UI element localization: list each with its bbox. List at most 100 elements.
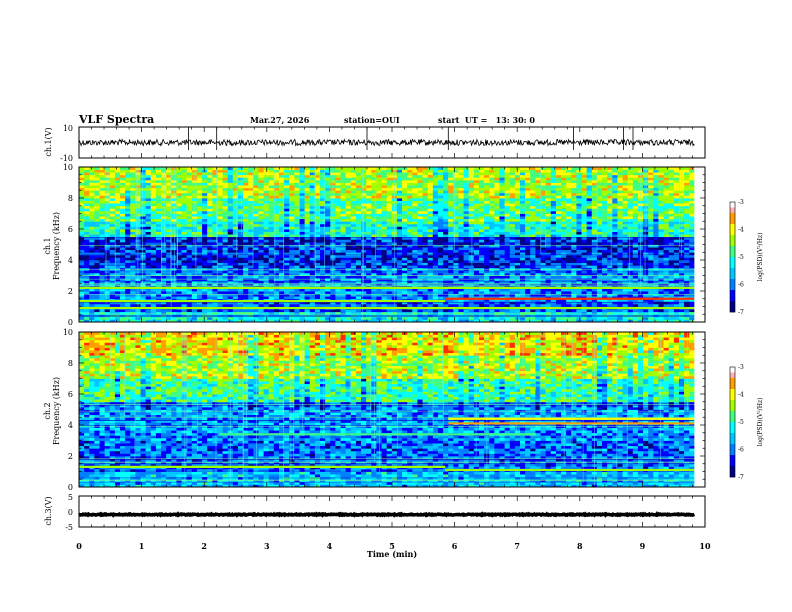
spectrogram-cell [228, 221, 234, 224]
spectrogram-cell [125, 229, 131, 232]
spectrogram-cell [192, 175, 198, 178]
spectrogram-cell [146, 234, 152, 237]
spectrogram-cell [156, 317, 162, 320]
spectrogram-cell [156, 278, 162, 281]
spectrogram-cell [284, 214, 290, 217]
spectrogram-cell [264, 239, 270, 242]
spectrogram-cell [217, 170, 223, 173]
spectrogram-cell [182, 294, 188, 297]
spectrogram-cell [387, 229, 393, 232]
spectrogram-cell [182, 312, 188, 315]
spectrogram-cell [382, 226, 388, 229]
spectrogram-cell [253, 229, 259, 232]
spectrogram-cell [110, 317, 116, 320]
spectrogram-cell [130, 242, 136, 245]
spectrogram-cell [376, 257, 382, 260]
spectrogram-cell [341, 172, 347, 175]
spectrogram-cell [141, 245, 147, 248]
spectrogram-cell [197, 247, 203, 250]
spectrogram-cell [356, 317, 362, 320]
spectrogram-cell [100, 175, 106, 178]
spectrogram-cell [305, 177, 311, 180]
spectrogram-cell [238, 203, 244, 206]
spectrogram-cell [238, 175, 244, 178]
spectrogram-cell [366, 242, 372, 245]
spectrogram-cell [238, 312, 244, 315]
spectrogram-cell [187, 221, 193, 224]
spectrogram-cell [387, 183, 393, 186]
spectrogram-cell [146, 203, 152, 206]
spectrogram-cell [141, 193, 147, 196]
spectrogram-cell [202, 180, 208, 183]
spectrogram-cell [402, 190, 408, 193]
spectrogram-cell [346, 190, 352, 193]
spectrogram-cell [284, 193, 290, 196]
spectrogram-cell [325, 208, 331, 211]
spectrogram-cell [407, 180, 413, 183]
spectrogram-cell [146, 260, 152, 263]
spectrogram-cell [156, 232, 162, 235]
spectrogram-cell [197, 234, 203, 237]
spectrogram-cell [207, 294, 213, 297]
spectrogram-cell [84, 226, 90, 229]
spectrogram-cell [125, 278, 131, 281]
spectrogram-cell [407, 255, 413, 258]
spectrogram-cell [289, 203, 295, 206]
spectrogram-cell [176, 278, 182, 281]
spectrogram-cell [207, 232, 213, 235]
spectrogram-cell [325, 221, 331, 224]
spectrogram-cell [366, 255, 372, 258]
spectrogram-cell [382, 190, 388, 193]
spectrogram-cell [325, 190, 331, 193]
spectrogram-cell [233, 224, 239, 227]
spectrogram-cell [156, 312, 162, 315]
spectrogram-cell [115, 309, 121, 312]
spectrogram-cell [105, 226, 111, 229]
spectrogram-cell [346, 309, 352, 312]
spectrogram-cell [305, 206, 311, 209]
spectrogram-cell [346, 229, 352, 232]
spectrogram-cell [417, 203, 423, 206]
spectrogram-cell [356, 229, 362, 232]
spectrogram-cell [176, 304, 182, 307]
spectrogram-cell [371, 291, 377, 294]
spectrogram-cell [412, 172, 418, 175]
spectrogram-cell [412, 232, 418, 235]
spectrogram-cell [197, 219, 203, 222]
spectrogram-cell [269, 247, 275, 250]
spectrogram-cell [105, 247, 111, 250]
spectrogram-cell [253, 185, 259, 188]
spectrogram-cell [258, 245, 264, 248]
spectrogram-cell [351, 278, 357, 281]
spectrogram-cell [187, 175, 193, 178]
spectrogram-cell [141, 190, 147, 193]
spectrogram-cell [84, 214, 90, 217]
spectrogram-cell [202, 304, 208, 307]
spectrogram-cell [207, 317, 213, 320]
spectrogram-cell [228, 226, 234, 229]
spectrogram-cell [407, 247, 413, 250]
spectrogram-cell [79, 190, 85, 193]
spectrogram-cell [417, 224, 423, 227]
spectrogram-cell [207, 296, 213, 299]
spectrogram-cell [84, 180, 90, 183]
spectrogram-cell [228, 232, 234, 235]
spectrogram-cell [146, 201, 152, 204]
spectrogram-cell [243, 312, 249, 315]
spectrogram-cell [300, 175, 306, 178]
spectrogram-cell [84, 247, 90, 250]
spectrogram-cell [151, 170, 157, 173]
spectrogram-cell [264, 188, 270, 191]
spectrogram-cell [305, 208, 311, 211]
spectrogram-cell [192, 234, 198, 237]
spectrogram-cell [325, 255, 331, 258]
spectrogram-cell [100, 257, 106, 260]
spectrogram-cell [341, 219, 347, 222]
spectrogram-cell [382, 206, 388, 209]
spectrogram-cell [351, 190, 357, 193]
spectrogram-cell [223, 309, 229, 312]
spectrogram-cell [335, 208, 341, 211]
spectrogram-cell [366, 260, 372, 263]
spectrogram-cell [84, 201, 90, 204]
spectrogram-cell [233, 201, 239, 204]
